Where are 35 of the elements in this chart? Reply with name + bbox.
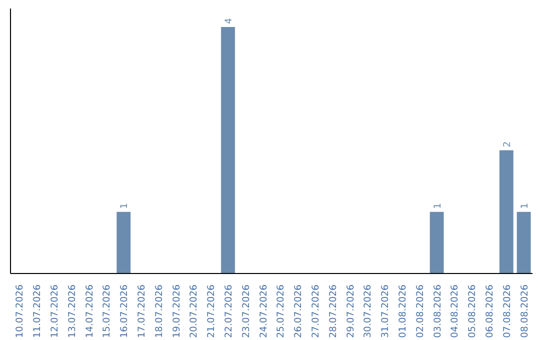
data-label: 1 bbox=[432, 202, 444, 209]
x-tick-label: 11.07.2026 bbox=[32, 284, 44, 338]
x-tick-label: 06.08.2026 bbox=[484, 284, 496, 338]
x-tick-label: 05.08.2026 bbox=[467, 284, 478, 338]
x-tick-label: 08.08.2026 bbox=[519, 284, 530, 338]
x-tick-label: 27.07.2026 bbox=[310, 284, 322, 338]
x-tick-label: 15.07.2026 bbox=[102, 284, 113, 338]
data-label: 2 bbox=[502, 141, 513, 148]
x-tick-label: 12.07.2026 bbox=[50, 284, 60, 338]
x-tick-label: 24.07.2026 bbox=[258, 284, 270, 338]
x-tick-label: 01.08.2026 bbox=[398, 284, 408, 338]
x-tick-label: 16.07.2026 bbox=[119, 284, 130, 338]
x-tick-label: 26.07.2026 bbox=[293, 284, 304, 338]
x-tick-label: 18.07.2026 bbox=[154, 284, 165, 338]
data-label: 1 bbox=[119, 202, 130, 209]
x-tick-label: 19.07.2026 bbox=[171, 284, 182, 338]
x-tick-label: 21.07.2026 bbox=[206, 284, 218, 338]
x-tick-label: 07.08.2026 bbox=[502, 284, 513, 338]
x-tick-label: 02.08.2026 bbox=[414, 284, 426, 338]
data-label: 1 bbox=[519, 202, 530, 209]
x-tick-label: 31.07.2026 bbox=[380, 284, 392, 338]
x-tick-label: 29.07.2026 bbox=[345, 284, 356, 338]
x-tick-label: 20.07.2026 bbox=[188, 284, 200, 338]
data-label: 4 bbox=[224, 18, 234, 24]
x-tick-label: 25.07.2026 bbox=[276, 284, 287, 338]
x-tick-label: 13.07.2026 bbox=[66, 284, 78, 338]
x-tick-label: 10.07.2026 bbox=[14, 284, 26, 338]
x-tick-label: 17.07.2026 bbox=[136, 284, 148, 338]
x-tick-label: 14.07.2026 bbox=[84, 284, 96, 338]
x-tick-label: 04.08.2026 bbox=[450, 284, 461, 338]
x-tick-label: 03.08.2026 bbox=[432, 284, 444, 338]
x-tick-label: 23.07.2026 bbox=[240, 284, 252, 338]
x-tick-label: 28.07.2026 bbox=[328, 284, 339, 338]
x-tick-label: 30.07.2026 bbox=[362, 284, 374, 338]
x-tick-label: 22.07.2026 bbox=[224, 284, 234, 338]
